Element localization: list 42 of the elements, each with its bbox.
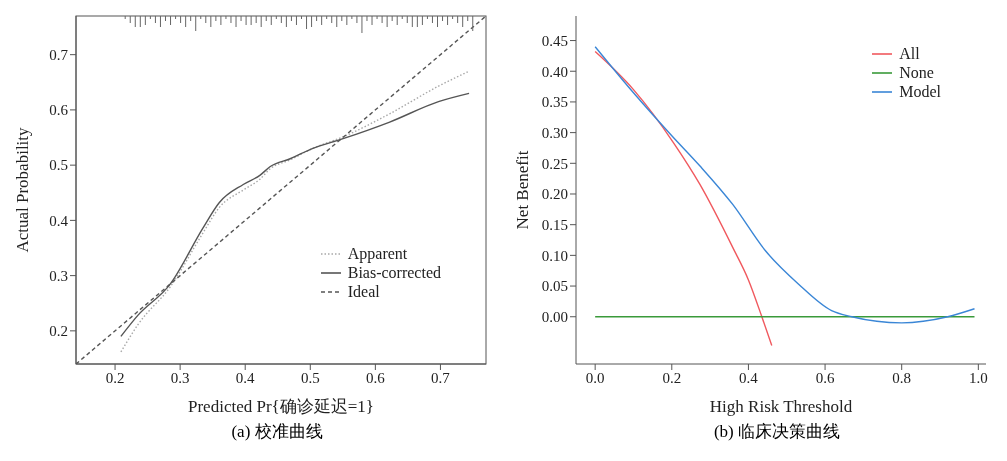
y-tick-label: 0.45 (541, 32, 568, 49)
x-tick-label: 0.2 (662, 369, 682, 386)
y-axis-title: Net Benefit (513, 150, 533, 230)
y-tick-label: 0.05 (541, 278, 568, 295)
line-series (594, 50, 773, 347)
y-tick-label: 0.2 (49, 323, 68, 340)
y-tick-label: 0.30 (541, 124, 568, 141)
y-tick-label: 0.10 (541, 247, 568, 264)
y-tick-label: 0.6 (49, 102, 69, 119)
y-tick-label: 0.25 (541, 155, 568, 172)
x-tick-label: 0.7 (431, 369, 451, 386)
x-tick-label: 0.6 (365, 369, 386, 386)
x-tick-label: 0.5 (300, 369, 320, 386)
y-tick-label: 0.7 (49, 46, 69, 63)
legend-label: All (899, 44, 920, 63)
x-tick-label: 0.3 (170, 369, 190, 386)
legend-label: Ideal (347, 282, 380, 301)
x-tick-label: 0.4 (739, 369, 759, 386)
legend-label: Apparent (347, 244, 408, 263)
x-axis-title: High Risk Threshold (709, 397, 853, 416)
y-tick-label: 0.00 (541, 309, 568, 326)
y-axis-title: Actual Probability (13, 126, 33, 253)
legend-label: Bias-corrected (347, 263, 441, 282)
y-tick-label: 0.15 (541, 217, 568, 233)
text: (b) 临床决策曲线 (712, 421, 842, 443)
x-tick-label: 0.4 (235, 369, 256, 386)
x-tick-label: 0.2 (105, 369, 125, 386)
y-tick-label: 0.4 (49, 212, 69, 229)
x-tick-label: 0.6 (815, 369, 835, 386)
y-tick-label: 0.35 (541, 94, 568, 111)
line-series (594, 45, 976, 324)
x-tick-label: 0.8 (892, 369, 912, 386)
y-tick-label: 0.5 (49, 157, 68, 174)
x-tick-label: 0.0 (585, 369, 605, 386)
legend-label: None (899, 63, 934, 82)
y-tick-label: 0.40 (541, 63, 568, 80)
x-tick-label: 1.0 (968, 369, 988, 386)
text: (a) 校准曲线 (230, 421, 324, 443)
legend-label: Model (899, 82, 941, 101)
y-tick-label: 0.3 (49, 267, 68, 284)
x-axis-title: Predicted Pr{确诊延迟=1} (188, 397, 374, 416)
y-tick-label: 0.20 (541, 186, 568, 203)
